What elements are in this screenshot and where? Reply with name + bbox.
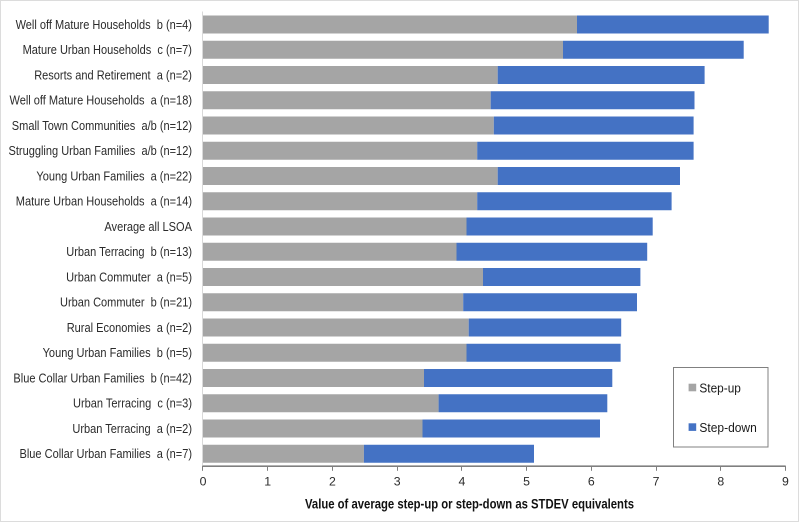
svg-text:Well off Mature Households b: Well off Mature Households b (n=4)	[16, 18, 192, 32]
svg-text:Small Town Communities a/b (n: Small Town Communities a/b (n=12)	[12, 119, 192, 133]
svg-text:Young Urban Families b (n=5): Young Urban Families b (n=5)	[43, 346, 192, 360]
svg-text:3: 3	[394, 475, 401, 489]
svg-text:Urban Terracing b (n=13): Urban Terracing b (n=13)	[66, 245, 192, 259]
svg-text:6: 6	[588, 475, 595, 489]
svg-text:Urban Commuter b (n=21): Urban Commuter b (n=21)	[60, 296, 192, 310]
svg-text:Urban Commuter a (n=5): Urban Commuter a (n=5)	[66, 270, 192, 284]
svg-text:8: 8	[717, 475, 724, 489]
svg-text:9: 9	[782, 475, 789, 489]
svg-text:Urban Terracing c (n=3): Urban Terracing c (n=3)	[73, 397, 192, 411]
svg-text:4: 4	[458, 475, 465, 489]
svg-text:Young Urban Families a (n=22): Young Urban Families a (n=22)	[36, 169, 192, 183]
svg-text:0: 0	[200, 475, 207, 489]
svg-text:Step-up: Step-up	[699, 380, 741, 395]
svg-text:1: 1	[264, 475, 271, 489]
svg-text:Blue Collar Urban Families a: Blue Collar Urban Families a (n=7)	[20, 447, 193, 461]
svg-text:Blue Collar Urban Families b: Blue Collar Urban Families b (n=42)	[13, 371, 192, 385]
svg-text:7: 7	[653, 475, 660, 489]
svg-text:Struggling Urban Families a/b: Struggling Urban Families a/b (n=12)	[9, 144, 193, 158]
svg-text:Urban Terracing a (n=2): Urban Terracing a (n=2)	[72, 422, 192, 436]
svg-text:Value of average step-up or st: Value of average step-up or step-down as…	[305, 496, 634, 511]
svg-text:5: 5	[523, 475, 530, 489]
svg-text:Mature Urban Households c (n=: Mature Urban Households c (n=7)	[23, 43, 192, 57]
svg-text:2: 2	[329, 475, 336, 489]
svg-text:Step-down: Step-down	[699, 420, 756, 435]
svg-text:Average all LSOA: Average all LSOA	[104, 220, 192, 234]
svg-text:Well off Mature Households a: Well off Mature Households a (n=18)	[10, 94, 193, 108]
svg-text:Rural Economies a (n=2): Rural Economies a (n=2)	[67, 321, 192, 335]
svg-text:Resorts and Retirement a (n=2: Resorts and Retirement a (n=2)	[34, 68, 192, 82]
svg-text:Mature Urban Households a (n=: Mature Urban Households a (n=14)	[16, 195, 192, 209]
